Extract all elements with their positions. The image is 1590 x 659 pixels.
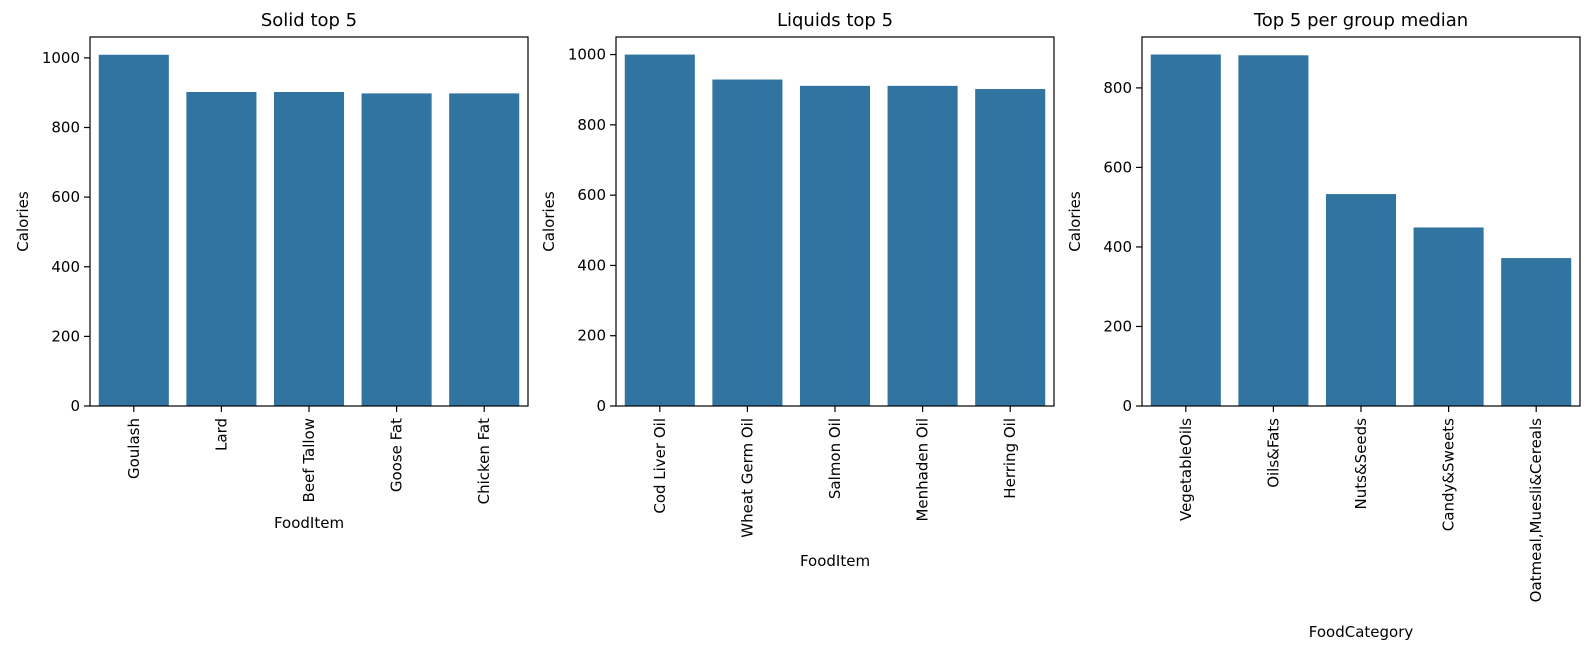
chart-panel-1: 0 200 400 600 800 1000 Goulash Lard Beef Tallow G… [14, 10, 529, 532]
x-tick-label: Cod Liver Oil [651, 418, 669, 514]
chart-panel-3: 0 200 400 600 800 VegetableOils Oils&Fats Nuts&… [1066, 10, 1581, 641]
y-tick-label: 200 [577, 327, 606, 345]
y-tick-label: 400 [577, 256, 606, 274]
bar [361, 93, 432, 406]
y-tick-label: 800 [577, 116, 606, 134]
y-tick-label: 200 [1103, 317, 1132, 335]
y-tick-label: 800 [51, 119, 80, 137]
y-tick-label: 600 [577, 186, 606, 204]
bar [712, 79, 783, 407]
y-tick-label: 200 [51, 327, 80, 345]
y-axis-label: Calories [540, 191, 558, 252]
x-tick-label: Lard [212, 418, 230, 451]
y-tick-label: 1000 [568, 46, 606, 64]
x-axis-label: FoodItem [800, 552, 870, 570]
bar [1413, 227, 1484, 406]
y-axis-label: Calories [1066, 191, 1084, 252]
x-tick-label: Herring Oil [1001, 418, 1019, 499]
bar [975, 89, 1046, 406]
x-tick-label: Nuts&Seeds [1352, 418, 1370, 510]
x-tick-label: Goulash [125, 418, 143, 479]
x-tick-label: Oatmeal,Muesli&Cereals [1527, 418, 1545, 602]
x-tick-label: Menhaden Oil [914, 418, 932, 522]
x-axis-label: FoodCategory [1309, 623, 1414, 641]
chart-title: Top 5 per group median [1253, 10, 1468, 31]
y-tick-label: 400 [51, 258, 80, 276]
x-tick-label: Beef Tallow [300, 418, 318, 502]
y-axis-label: Calories [14, 191, 32, 252]
chart-title: Solid top 5 [261, 10, 357, 31]
bar [799, 85, 871, 406]
bar [273, 92, 345, 406]
bar [1150, 54, 1221, 406]
y-tick-label: 0 [70, 397, 80, 415]
bar [449, 93, 520, 406]
bar [1501, 258, 1572, 406]
bar [1238, 55, 1309, 406]
y-tick-label: 800 [1103, 79, 1132, 97]
x-axis-label: FoodItem [274, 514, 344, 532]
chart-panel-2: 0 200 400 600 800 1000 Cod Liver Oil Wheat Germ… [540, 10, 1055, 570]
y-tick-label: 1000 [42, 49, 80, 67]
y-tick-label: 600 [1103, 158, 1132, 176]
y-tick-label: 0 [1122, 397, 1132, 415]
bar [887, 85, 958, 406]
x-tick-label: Oils&Fats [1264, 418, 1282, 488]
y-tick-label: 0 [596, 397, 606, 415]
y-tick-label: 400 [1103, 238, 1132, 256]
x-tick-label: Candy&Sweets [1440, 418, 1458, 531]
x-tick-label: Chicken Fat [475, 418, 493, 504]
bar [186, 92, 257, 406]
chart-title: Liquids top 5 [777, 10, 893, 31]
bar [1325, 194, 1397, 406]
y-tick-label: 600 [51, 188, 80, 206]
bar [98, 54, 169, 406]
x-tick-label: VegetableOils [1177, 418, 1195, 521]
bar [624, 54, 695, 406]
x-tick-label: Salmon Oil [826, 418, 844, 499]
x-tick-label: Goose Fat [388, 418, 406, 492]
x-tick-label: Wheat Germ Oil [738, 418, 756, 538]
